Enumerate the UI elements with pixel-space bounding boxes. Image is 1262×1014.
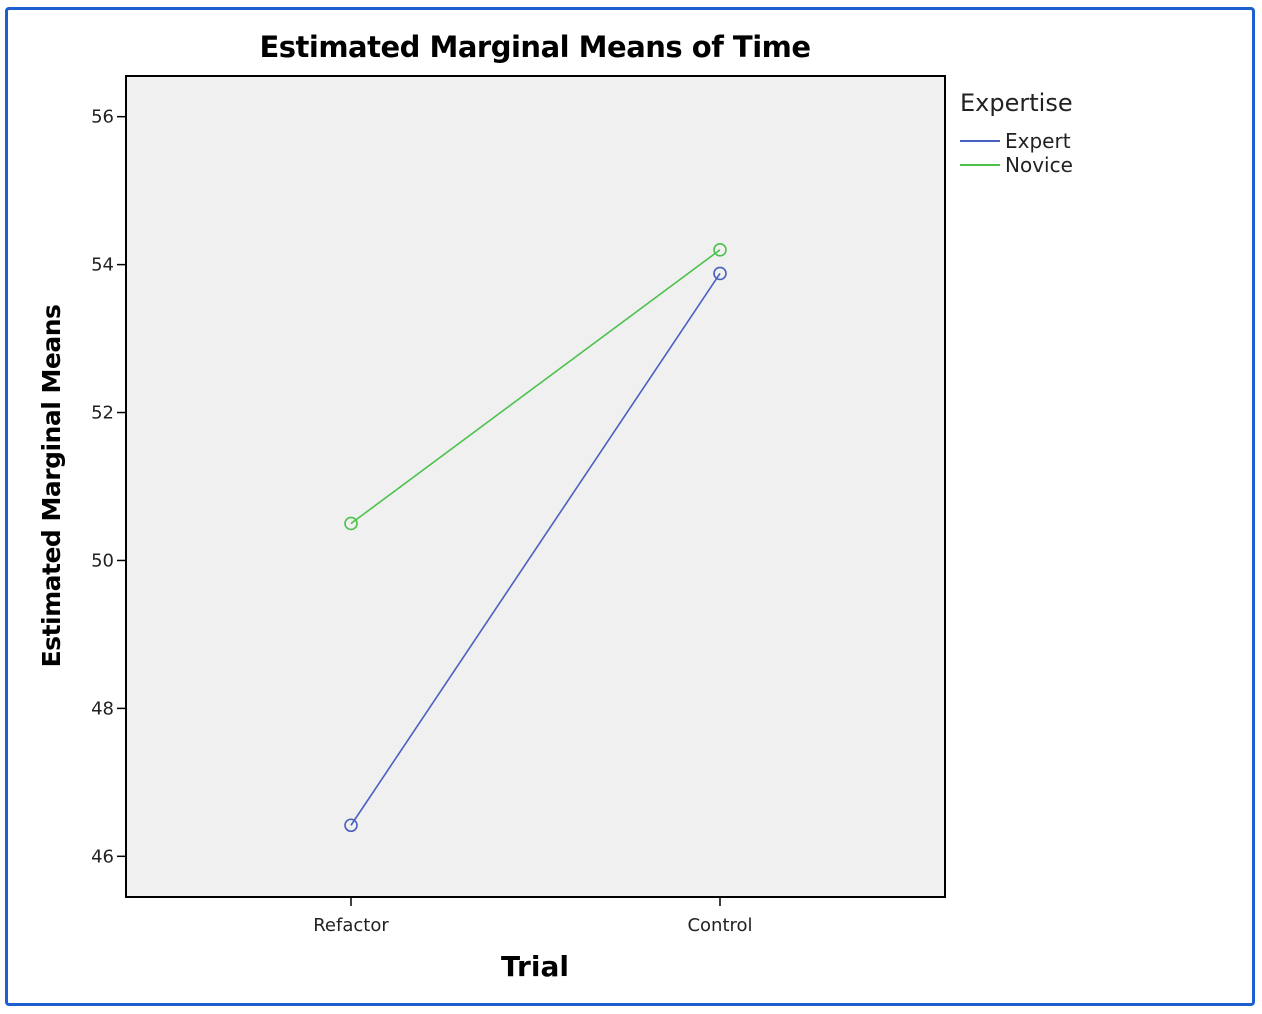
y-tick-label: 56 bbox=[91, 107, 114, 128]
legend-label-expert: Expert bbox=[1005, 129, 1071, 153]
x-axis-ticks: Refactor Control bbox=[313, 897, 753, 936]
chart-title: Estimated Marginal Means of Time bbox=[259, 30, 811, 64]
data-point-novice bbox=[344, 516, 358, 531]
x-axis-title: Trial bbox=[501, 950, 569, 983]
y-axis-ticks: 46 48 50 52 54 56 bbox=[91, 107, 126, 867]
y-tick-label: 48 bbox=[91, 698, 114, 719]
y-tick-label: 50 bbox=[91, 550, 114, 571]
x-tick-label: Refactor bbox=[313, 915, 389, 936]
data-point-expert bbox=[344, 818, 358, 833]
series-lines bbox=[350, 249, 721, 826]
y-tick-label: 52 bbox=[91, 403, 114, 424]
legend-label-novice: Novice bbox=[1005, 153, 1073, 177]
y-tick-label: 46 bbox=[91, 846, 114, 867]
data-point-novice bbox=[713, 243, 727, 257]
series-line-novice bbox=[350, 249, 721, 525]
legend-title: Expertise bbox=[960, 89, 1073, 117]
series-line-expert bbox=[350, 273, 721, 826]
y-tick-label: 54 bbox=[91, 255, 114, 276]
data-point-expert bbox=[713, 266, 727, 281]
x-tick-label: Control bbox=[687, 915, 752, 936]
plot-area bbox=[125, 75, 946, 898]
series-points bbox=[344, 243, 727, 833]
